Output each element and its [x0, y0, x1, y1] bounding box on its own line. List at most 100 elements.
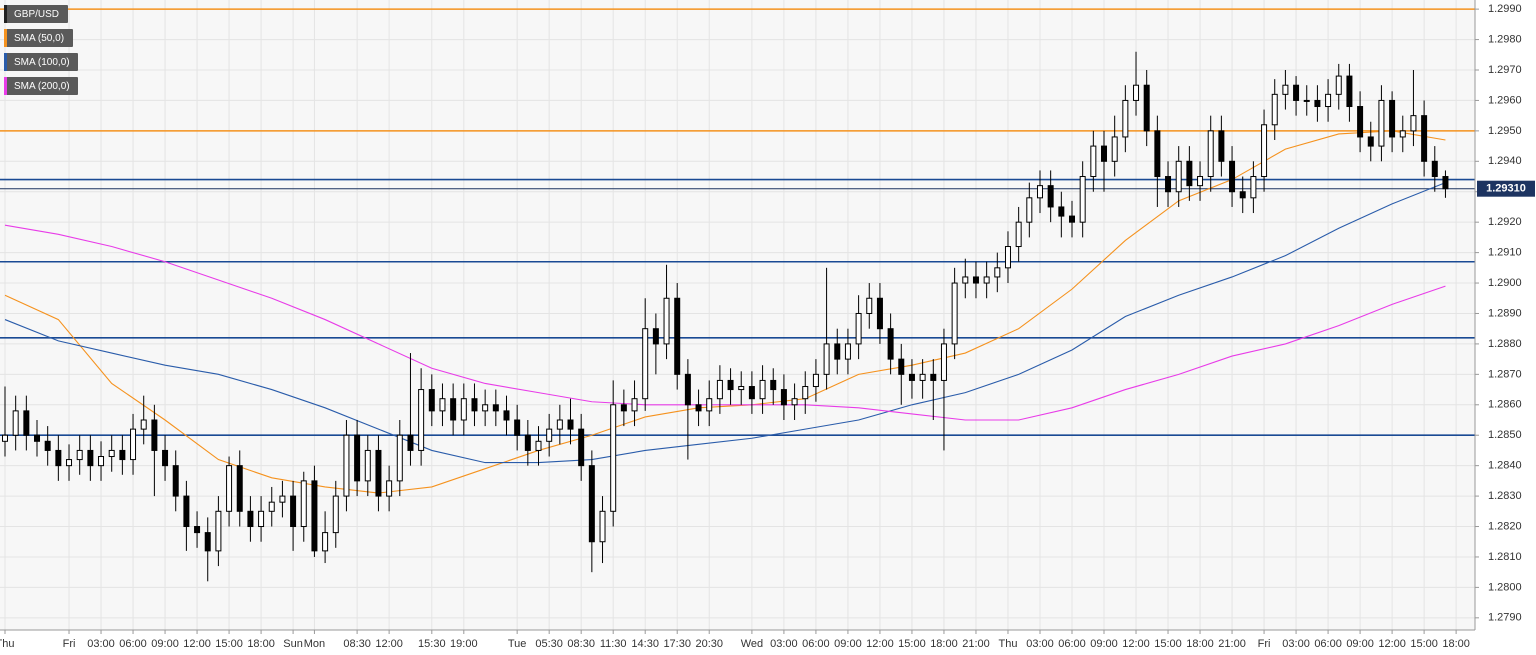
x-tick-label: 09:00: [834, 638, 862, 650]
candle-body: [98, 456, 105, 467]
candle-body: [322, 532, 329, 552]
candle-body: [471, 398, 478, 412]
candle-body: [1197, 176, 1204, 187]
candle-body: [951, 282, 958, 345]
sma-line: [4, 224, 1446, 421]
candle-body: [898, 358, 905, 375]
x-tick-label: 18:00: [1186, 638, 1214, 650]
candle-body: [1282, 84, 1289, 95]
candle-body: [663, 297, 670, 345]
candle-body: [546, 428, 553, 442]
x-tick-label: 12:00: [1122, 638, 1150, 650]
moving-averages: [4, 130, 1446, 494]
x-tick-label: 15:30: [418, 638, 446, 650]
candle-body: [1154, 130, 1161, 178]
candle-body: [236, 465, 243, 512]
candle-body: [770, 379, 777, 391]
candle-body: [1346, 75, 1353, 108]
candle-body: [418, 389, 425, 451]
candle-body: [55, 449, 62, 467]
candle-body: [108, 449, 115, 458]
candle-body: [12, 410, 19, 436]
y-tick-label: 1.2880: [1488, 338, 1522, 350]
candle-body: [450, 398, 457, 421]
candle-body: [119, 449, 126, 461]
candle-body: [407, 434, 414, 451]
candle-body: [300, 480, 307, 528]
candle-body: [972, 276, 979, 284]
candle-body: [706, 398, 713, 412]
candle-body: [738, 386, 745, 391]
price-tag: [1477, 180, 1535, 197]
x-tick-label: 12:00: [1378, 638, 1406, 650]
levels: [0, 8, 1475, 437]
candle-body: [1090, 145, 1097, 178]
candle-body: [1389, 99, 1396, 138]
x-tick-label: 17:30: [663, 638, 691, 650]
candle-body: [183, 495, 190, 528]
x-tick-label: Thu: [0, 638, 14, 650]
x-tick-label: 15:00: [1154, 638, 1182, 650]
candle-body: [514, 419, 521, 436]
candle-body: [386, 480, 393, 497]
candle-body: [748, 386, 755, 400]
x-tick-label: 09:00: [151, 638, 179, 650]
candle-body: [1036, 185, 1043, 199]
x-tick-label: 08:30: [567, 638, 595, 650]
candle-body: [1133, 84, 1140, 101]
x-tick-label: 19:00: [450, 638, 478, 650]
candle-body: [1058, 206, 1065, 217]
candle-body: [620, 404, 627, 412]
candle-body: [1207, 130, 1214, 178]
candle-body: [1079, 176, 1086, 223]
candle-body: [428, 389, 435, 412]
legend-label: GBP/USD: [14, 9, 59, 20]
candle-body: [1186, 160, 1193, 187]
candle-body: [162, 449, 169, 467]
y-tick-label: 1.2820: [1488, 520, 1522, 532]
x-tick-label: 12:00: [866, 638, 894, 650]
candle-body: [290, 495, 297, 528]
x-tick-label: Sun: [283, 638, 303, 650]
candle-body: [940, 343, 947, 381]
candle-body: [1175, 160, 1182, 193]
candle-body: [823, 343, 830, 375]
y-tick-label: 1.2910: [1488, 247, 1522, 259]
candle-body: [567, 419, 574, 430]
candle-body: [482, 404, 489, 412]
candle-body: [1004, 246, 1011, 269]
sma-line: [4, 182, 1446, 464]
candle-body: [962, 276, 969, 284]
y-tick-label: 1.2810: [1488, 551, 1522, 563]
candle-body: [759, 379, 766, 400]
x-tick-label: 12:00: [183, 638, 211, 650]
y-tick-label: 1.2950: [1488, 125, 1522, 137]
x-tick-label: 14:30: [631, 638, 659, 650]
y-tick-label: 1.2990: [1488, 3, 1522, 15]
x-tick-label: 18:00: [930, 638, 958, 650]
x-tick-label: 06:00: [1314, 638, 1342, 650]
x-tick-label: 20:30: [695, 638, 723, 650]
candle-body: [1239, 191, 1246, 199]
candles: [2, 51, 1449, 582]
candle-body: [1378, 99, 1385, 147]
x-tick-label: 21:00: [962, 638, 990, 650]
x-tick-label: Fri: [63, 638, 76, 650]
candle-body: [802, 386, 809, 400]
candle-body: [1325, 93, 1332, 108]
candle-body: [151, 419, 158, 451]
legend-label: SMA (200,0): [14, 81, 70, 92]
x-tick-label: 18:00: [247, 638, 275, 650]
candle-body: [1250, 176, 1257, 199]
legend-label: SMA (100,0): [14, 57, 70, 68]
x-tick-label: Mon: [304, 638, 325, 650]
x-tick-label: 09:00: [1090, 638, 1118, 650]
x-tick-label: 05:30: [535, 638, 563, 650]
candle-body: [1271, 93, 1278, 126]
candle-body: [215, 510, 222, 552]
legend-box: [4, 29, 73, 47]
x-tick-label: Thu: [998, 638, 1017, 650]
legend-swatch: [4, 29, 7, 47]
candle-body: [1357, 106, 1364, 138]
candle-body: [599, 510, 606, 543]
